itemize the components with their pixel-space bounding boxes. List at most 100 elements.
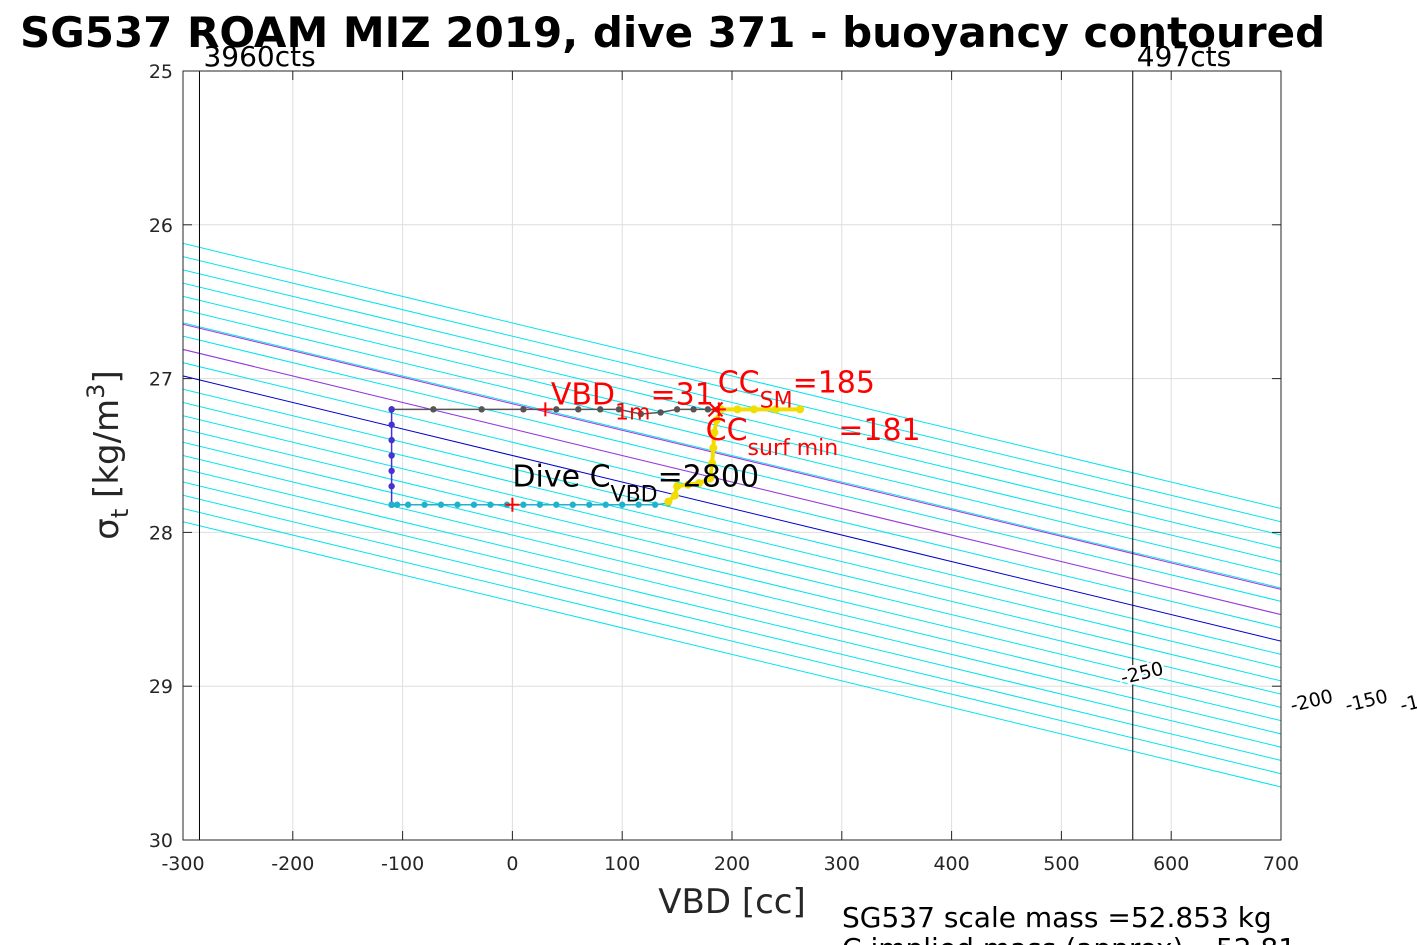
plus-marker <box>505 497 520 512</box>
series-point <box>421 501 428 508</box>
series-point <box>569 501 576 508</box>
y-axis-label: σt [kg/m3] <box>82 370 134 539</box>
series-point <box>388 406 395 413</box>
x-tick-label: 700 <box>1263 853 1299 875</box>
y-tick-label: 25 <box>149 61 173 83</box>
series-point <box>695 479 704 488</box>
series-point <box>586 501 593 508</box>
annotation-subscript: SM <box>760 388 793 413</box>
contour-line <box>183 295 1281 563</box>
contour-line <box>183 508 1281 775</box>
series-point <box>708 459 717 468</box>
contour-line <box>183 256 1281 523</box>
contour-line <box>183 335 1281 602</box>
count-limit-label: 3960cts <box>203 40 315 73</box>
series-point <box>637 410 645 418</box>
y-label-close: ] <box>87 370 127 383</box>
series-point <box>388 467 395 475</box>
annotation-value: =31 <box>650 378 713 413</box>
series-point <box>710 428 719 437</box>
contour-line <box>183 282 1281 549</box>
series-point <box>404 501 412 508</box>
series-point <box>553 501 560 508</box>
series-point <box>657 409 664 416</box>
x-axis-label: VBD [cc] <box>658 882 806 922</box>
cc-contour-line <box>183 323 1281 590</box>
annotation-text: VBD1m=31 <box>551 378 714 426</box>
series-point <box>635 501 642 508</box>
annotation-main: CC <box>718 365 760 400</box>
series-point <box>437 501 445 508</box>
series-point <box>673 482 682 491</box>
series-point <box>684 480 693 489</box>
series-point <box>393 501 401 508</box>
chart-title: SG537 ROAM MIZ 2019, dive 371 - buoyancy… <box>20 8 1325 57</box>
series-point <box>388 501 395 508</box>
series-point <box>388 483 395 490</box>
series-point <box>651 501 659 508</box>
series-point <box>664 497 673 506</box>
contour-line <box>183 494 1281 761</box>
x-tick-label: 300 <box>824 853 860 875</box>
annotation-text: CCsurf min=181 <box>706 413 921 461</box>
annotation-value: =185 <box>793 365 875 400</box>
annotation-main: Dive C <box>512 459 610 494</box>
series-point <box>706 474 715 483</box>
x-tick-label: 0 <box>506 853 518 875</box>
x-tick-label: 600 <box>1153 853 1189 875</box>
contour-line <box>183 401 1281 669</box>
svg-text:σt [kg/m3]: σt [kg/m3] <box>82 370 134 539</box>
series-point <box>690 406 697 413</box>
series-point <box>388 452 395 459</box>
contour-line <box>183 242 1281 510</box>
series-point <box>520 406 527 413</box>
y-label-symbol: σ <box>87 518 127 540</box>
annotation-subscript: VBD <box>611 482 658 507</box>
series-point <box>520 501 527 508</box>
count-limit-lines: 3960cts 497cts <box>198 40 1231 840</box>
contour-line <box>183 362 1281 629</box>
x-tick-label: -100 <box>381 853 424 875</box>
series-point <box>673 406 681 413</box>
contour-line <box>183 454 1281 722</box>
series-point <box>487 501 494 508</box>
contour-line <box>183 468 1281 735</box>
contour-line <box>183 415 1281 682</box>
annotation-text: Dive CVBD=2800 <box>512 459 759 507</box>
y-tick-label: 26 <box>149 215 173 237</box>
contour-line <box>183 269 1281 536</box>
contour-line <box>183 322 1281 589</box>
axis-ticks: -300 -200 -100 0 100 200 300 400 500 600 700 25 26 27… <box>149 61 1299 875</box>
y-tick-label: 29 <box>149 676 173 698</box>
y-label-unit: [kg/m <box>87 399 127 498</box>
plus-marker <box>711 402 726 417</box>
series-point <box>670 491 679 500</box>
series-point <box>470 501 478 508</box>
annotation-text: CCSM=185 <box>718 365 875 413</box>
series-point <box>388 436 395 444</box>
contour-line <box>183 481 1281 748</box>
buoyancy-contours <box>183 242 1281 788</box>
contour-line <box>183 309 1281 576</box>
implied-mass-text: C implied mass (approx) =52.81 <box>842 932 1296 945</box>
contour-line <box>183 521 1281 788</box>
annotation-subscript: surf min <box>748 436 839 461</box>
x-tick-label: -300 <box>161 853 204 875</box>
y-tick-label: 28 <box>149 522 173 544</box>
series-point <box>796 405 805 414</box>
series-point <box>709 443 718 452</box>
annotation-value: =2800 <box>658 459 759 494</box>
y-label-subscript: t <box>106 509 134 518</box>
x-tick-label: 100 <box>604 853 640 875</box>
y-label-superscript: 3 <box>82 384 110 399</box>
annotation-main: CC <box>706 413 748 448</box>
series-point <box>597 406 604 413</box>
contour-line <box>183 388 1281 655</box>
y-tick-label: 27 <box>149 369 173 391</box>
series-point <box>749 405 758 414</box>
dive-series <box>388 405 805 508</box>
series-point <box>388 421 395 428</box>
contour-line <box>183 428 1281 695</box>
